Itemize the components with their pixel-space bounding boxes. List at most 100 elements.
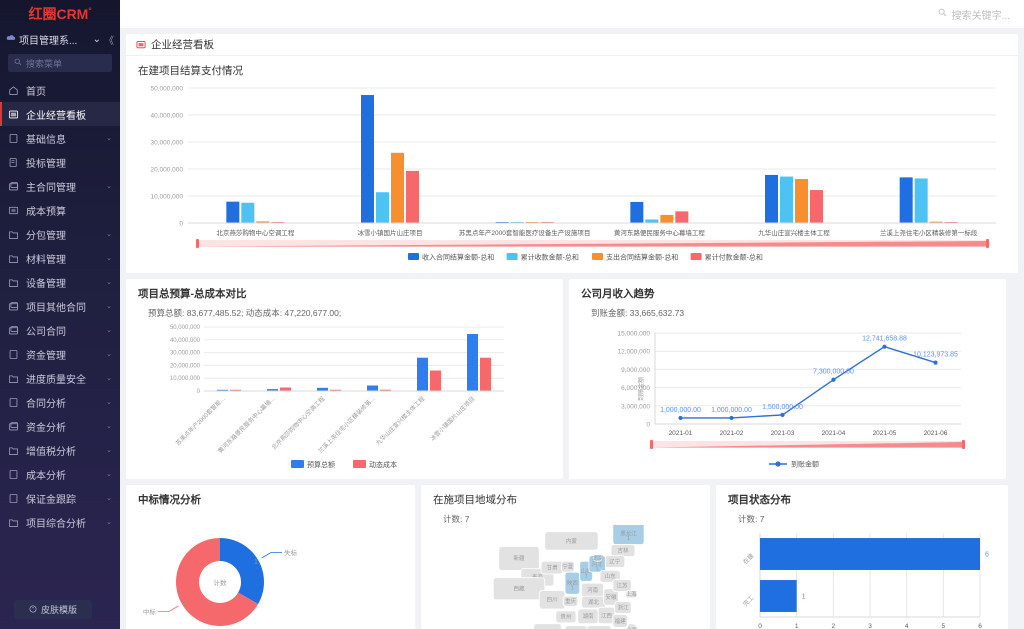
sidebar-item-10[interactable]: 公司合同 ⌄ [0, 318, 120, 342]
sidebar-item-8[interactable]: 设备管理 ⌄ [0, 270, 120, 294]
bar-1-0[interactable] [241, 202, 255, 223]
map-region-19[interactable] [612, 579, 632, 592]
map-region-25[interactable] [612, 614, 628, 628]
project-selector[interactable]: 项目管理系... ⌄ 《 [0, 28, 120, 50]
bar-0-1[interactable] [361, 95, 374, 223]
map-region-1[interactable] [544, 531, 599, 551]
chart-text: 20,000,000 [170, 363, 201, 369]
data-point-5[interactable] [933, 360, 938, 365]
chart-settlement-payment[interactable]: 0 10,000,000 20,000,000 30,000,000 40,000,00… [126, 78, 1006, 268]
bar-1-3[interactable] [380, 389, 391, 391]
sidebar-item-17[interactable]: 保证金跟踪 ⌄ [0, 486, 120, 510]
board-header: 企业经营看板 [126, 34, 1018, 56]
bar-1-4[interactable] [430, 370, 441, 391]
data-point-0[interactable] [678, 415, 683, 421]
bar-0-2[interactable] [317, 387, 328, 391]
main-area: 搜索关键字... 企业经营看板 在建项目结算支付情况 0 10,000,000 20… [120, 0, 1024, 629]
chart-project-status[interactable]: 0 1 2 3 4 5 6 6 在建 1 完工 [716, 525, 1008, 629]
map-region-28[interactable] [586, 625, 612, 629]
bar-1-3[interactable] [645, 219, 659, 223]
sidebar-item-label: 进度质量安全 [26, 374, 86, 386]
chart-monthly-income-trend[interactable]: 0 3,000,000 6,000,000 9,000,000 12,000,000 15… [569, 319, 1006, 479]
bar-3-3[interactable] [675, 211, 689, 223]
map-region-29[interactable] [627, 623, 637, 629]
bar-2-3[interactable] [660, 214, 674, 223]
bar-1-1[interactable] [376, 192, 389, 223]
sidebar-item-12[interactable]: 进度质量安全 ⌄ [0, 366, 120, 390]
map-region-11[interactable] [593, 554, 603, 562]
bar-0-5[interactable] [899, 177, 913, 223]
bar-1-1[interactable] [280, 387, 291, 391]
brand-logo[interactable]: 红圈CRM° [0, 0, 120, 28]
chart-text: 贵州 [560, 613, 571, 621]
bar-0[interactable] [760, 538, 980, 570]
bar-2-5[interactable] [929, 221, 943, 223]
map-region-20[interactable] [625, 590, 638, 599]
bar-2-1[interactable] [391, 152, 404, 223]
bar-2-0[interactable] [256, 221, 270, 223]
bar-1-0[interactable] [230, 389, 241, 391]
sidebar-item-4[interactable]: 主合同管理 ⌄ [0, 174, 120, 198]
sidebar-item-3[interactable]: 投标管理 [0, 150, 120, 174]
chart-text: 黑龙江 [620, 529, 637, 537]
sidebar-item-14[interactable]: 资金分析 ⌄ [0, 414, 120, 438]
chart-text: 6 [985, 552, 989, 559]
bar-3-1[interactable] [406, 170, 419, 223]
map-region-14[interactable] [492, 577, 546, 601]
chart-text: 2021-05 [873, 430, 897, 437]
data-point-2[interactable] [780, 412, 785, 417]
data-point-1[interactable] [729, 415, 734, 421]
chart-text: 1,000,000.00 [660, 407, 701, 414]
sidebar-item-2[interactable]: 基础信息 ⌄ [0, 126, 120, 150]
bar-2-4[interactable] [795, 178, 808, 223]
sidebar-item-11[interactable]: 资金管理 ⌄ [0, 342, 120, 366]
map-region-16[interactable] [562, 595, 579, 607]
map-region-27[interactable] [564, 625, 588, 629]
chart-text: 1 [596, 566, 599, 572]
bar-1[interactable] [760, 580, 797, 612]
bar-0-0[interactable] [226, 201, 240, 223]
bar-0-4[interactable] [765, 174, 778, 223]
map-region-21[interactable] [614, 601, 632, 615]
sidebar-item-18[interactable]: 项目综合分析 ⌄ [0, 510, 120, 534]
skin-template-button[interactable]: 皮肤模版 [14, 600, 92, 619]
pie-slice-1[interactable] [176, 538, 259, 626]
chart-bid-result[interactable]: 1 失标 2 中标 计数 [126, 507, 415, 629]
sidebar-item-13[interactable]: 合同分析 ⌄ [0, 390, 120, 414]
sidebar-item-6[interactable]: 分包管理 ⌄ [0, 222, 120, 246]
bar-1-5[interactable] [914, 178, 928, 223]
bar-0-5[interactable] [467, 334, 478, 391]
bar-1-5[interactable] [480, 357, 491, 391]
bar-1-4[interactable] [780, 176, 793, 223]
map-region-8[interactable] [564, 571, 581, 595]
sidebar-item-1[interactable]: 企业经营看板 [0, 102, 120, 126]
map-region-22[interactable] [555, 610, 577, 624]
data-point-4[interactable] [882, 344, 887, 349]
bar-0-3[interactable] [630, 201, 644, 223]
bar-1-2[interactable] [330, 389, 341, 391]
bar-0-4[interactable] [417, 357, 428, 391]
global-search[interactable]: 搜索关键字... [938, 7, 1010, 22]
sidebar-item-7[interactable]: 材料管理 ⌄ [0, 246, 120, 270]
chart-china-map[interactable]: 新疆内蒙黑龙江1吉林辽宁青海甘肃宁夏陕西1山西1河北1北京山东河南西藏四川重庆湖… [421, 522, 710, 629]
map-region-26[interactable] [533, 623, 562, 629]
sidebar-item-15[interactable]: 增值税分析 ⌄ [0, 438, 120, 462]
bar-3-4[interactable] [810, 190, 823, 223]
bar-0-3[interactable] [367, 385, 378, 391]
bar-0-0[interactable] [217, 389, 228, 391]
sidebar-item-0[interactable]: 首页 [0, 78, 120, 102]
collapse-sidebar-icon[interactable]: 《 [104, 35, 114, 47]
bar-0-1[interactable] [267, 389, 278, 391]
chart-text: 10,000,000 [150, 194, 183, 201]
map-region-0[interactable] [498, 546, 540, 571]
search-menu-input[interactable]: 搜索菜单 [8, 54, 112, 72]
row-analytics: 项目总预算-总成本对比 预算总额: 83,677,485.52; 动态成本: 4… [126, 279, 1018, 479]
chart-text: 山东 [605, 572, 617, 580]
sidebar-item-9[interactable]: 项目其他合同 ⌄ [0, 294, 120, 318]
map-region-18[interactable] [603, 588, 619, 606]
data-point-3[interactable] [831, 377, 836, 382]
chart-budget-vs-cost[interactable]: 0 10,000,000 20,000,000 30,000,000 40,000,00… [126, 319, 563, 479]
sidebar-item-16[interactable]: 成本分析 ⌄ [0, 462, 120, 486]
sidebar-item-5[interactable]: 成本预算 [0, 198, 120, 222]
pie-slice-0[interactable] [220, 538, 264, 604]
